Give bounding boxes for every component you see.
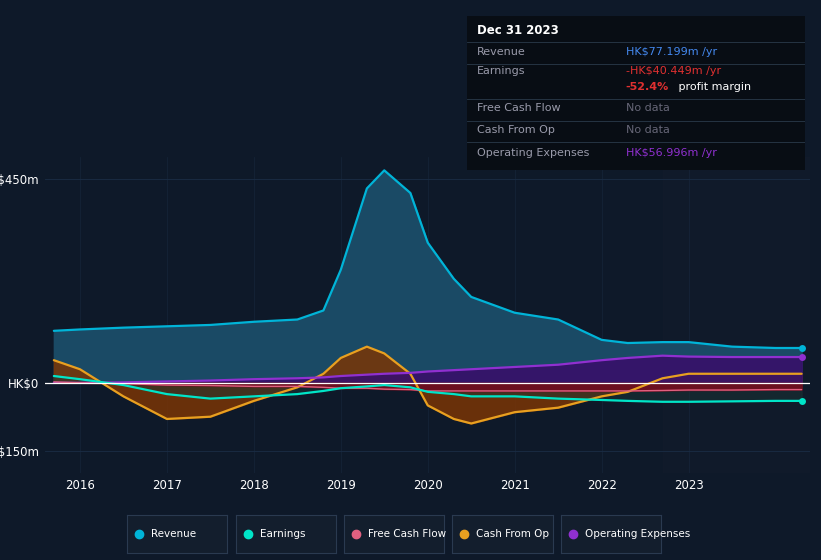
Text: HK$77.199m /yr: HK$77.199m /yr xyxy=(626,46,717,57)
Text: Operating Expenses: Operating Expenses xyxy=(477,148,589,158)
Text: Cash From Op: Cash From Op xyxy=(477,125,555,135)
Text: Revenue: Revenue xyxy=(477,46,526,57)
Text: Free Cash Flow: Free Cash Flow xyxy=(477,103,561,113)
Text: Cash From Op: Cash From Op xyxy=(476,529,549,539)
Text: Earnings: Earnings xyxy=(259,529,305,539)
Text: Free Cash Flow: Free Cash Flow xyxy=(368,529,446,539)
Text: Dec 31 2023: Dec 31 2023 xyxy=(477,24,559,36)
Text: Earnings: Earnings xyxy=(477,67,525,77)
Text: profit margin: profit margin xyxy=(675,82,750,92)
Text: No data: No data xyxy=(626,103,670,113)
Text: HK$56.996m /yr: HK$56.996m /yr xyxy=(626,148,717,158)
Text: No data: No data xyxy=(626,125,670,135)
Text: Operating Expenses: Operating Expenses xyxy=(585,529,690,539)
Text: -HK$40.449m /yr: -HK$40.449m /yr xyxy=(626,67,721,77)
Bar xyxy=(663,157,810,473)
Text: -52.4%: -52.4% xyxy=(626,82,669,92)
Text: Revenue: Revenue xyxy=(151,529,196,539)
